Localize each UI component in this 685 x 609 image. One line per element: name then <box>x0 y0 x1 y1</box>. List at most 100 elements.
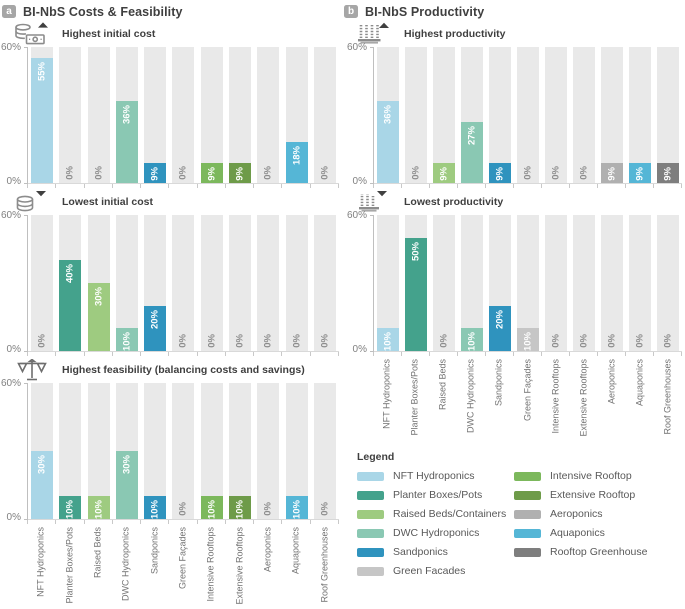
x-tickmark <box>169 352 198 356</box>
coins-up-icon <box>13 22 51 46</box>
bar: 10% <box>144 496 167 520</box>
x-label-slot: Green Façades <box>169 524 197 609</box>
bar-value-label: 10% <box>290 500 302 520</box>
legend-label: Aquaponics <box>550 527 605 539</box>
legend-label: Raised Beds/Containers <box>393 508 507 520</box>
bar-track <box>59 383 82 519</box>
bar-value-label: 10% <box>64 500 76 520</box>
bar-value-label: 20% <box>149 309 161 329</box>
x-tickmark <box>85 520 113 524</box>
x-tickmark <box>373 352 402 356</box>
y-tickmark <box>24 519 28 520</box>
bar-track <box>545 47 567 183</box>
x-axis-tickmarks <box>373 352 682 356</box>
legend-swatch-icon <box>357 528 384 538</box>
bar-value-label: 0% <box>606 334 618 348</box>
x-tickmark <box>141 520 170 524</box>
x-axis-tickmarks <box>27 352 339 356</box>
x-tickmark <box>56 184 85 188</box>
x-tickmark <box>85 184 113 188</box>
legend-swatch-icon <box>357 509 384 519</box>
x-axis-label: NFT Hydroponics <box>381 359 392 429</box>
bar-value-label: 0% <box>262 334 274 348</box>
x-axis-label: Roof Greenhouses <box>319 527 330 603</box>
chart-lowest-productivity: Lowest productivity 60% 0% 10% 50% 0% 10% 20% 10… <box>342 189 685 441</box>
x-tickmark <box>486 184 514 188</box>
bar-track <box>87 383 110 519</box>
bar-slot-roof-greenhouses: 0% <box>311 47 339 183</box>
bar-slot-dwc-hydroponics: 30% <box>113 383 141 519</box>
x-tickmark <box>198 520 226 524</box>
x-axis-label: Green Façades <box>522 359 533 422</box>
bar-slot-green-fa-ades: 0% <box>169 215 197 351</box>
bar-value-label: 30% <box>121 455 133 475</box>
y-tick-min: 0% <box>6 344 21 355</box>
x-tickmark <box>226 520 255 524</box>
bar-slot-extensive-rooftops: 0% <box>226 215 254 351</box>
bar-slot-planter-boxes-pots: 0% <box>56 47 84 183</box>
bar-value-label: 30% <box>36 455 48 475</box>
chart-subtitle: Lowest initial cost <box>62 196 154 208</box>
bar-track <box>489 47 511 183</box>
x-tickmark <box>226 352 255 356</box>
bar-slot-roof-greenhouses: 0% <box>311 215 339 351</box>
x-label-slot: Planter Boxes/Pots <box>401 356 429 441</box>
bar-slot-nft-hydroponics: 30% <box>28 383 56 519</box>
x-axis-labels: NFT Hydroponics Planter Boxes/Pots Raised … <box>27 524 339 609</box>
bar-track <box>87 47 110 183</box>
bar-value-label: 0% <box>410 166 422 180</box>
bar: 10% <box>377 328 399 351</box>
legend-label: DWC Hydroponics <box>393 527 480 539</box>
bar-value-label: 0% <box>319 502 331 516</box>
x-label-slot: NFT Hydroponics <box>373 356 401 441</box>
x-axis-label: Extensive Rooftops <box>578 359 589 437</box>
y-tickmark <box>370 215 374 216</box>
y-tickmark <box>370 351 374 352</box>
bar-value-label: 30% <box>92 287 104 307</box>
x-tickmark <box>570 352 598 356</box>
bar-value-label: 0% <box>92 166 104 180</box>
x-tickmark <box>56 352 85 356</box>
legend-label: Aeroponics <box>550 508 603 520</box>
bar-track <box>405 47 427 183</box>
bar-value-label: 40% <box>64 264 76 284</box>
legend-title: Legend <box>357 451 395 463</box>
bar: 30% <box>115 451 138 519</box>
bar-value-label: 9% <box>234 166 246 181</box>
bar-value-label: 10% <box>149 500 161 520</box>
wheat-down-icon <box>355 190 393 214</box>
legend-item-intensive-rooftop: Intensive Rooftop <box>514 470 647 482</box>
x-tickmark <box>570 184 598 188</box>
x-label-slot: NFT Hydroponics <box>27 524 55 609</box>
legend-label: Intensive Rooftop <box>550 470 632 482</box>
plot-area: 60% 0% 36% 0% 9% 27% 9% 0% 0% 0% 9% 9% 9% <box>347 43 682 187</box>
x-tickmark <box>141 184 170 188</box>
legend-swatch-icon <box>357 566 384 576</box>
bar-value-label: 0% <box>262 502 274 516</box>
bar-value-label: 0% <box>262 166 274 180</box>
bar-slot-intensive-rooftops: 10% <box>198 383 226 519</box>
x-tickmark <box>85 352 113 356</box>
x-label-slot: Roof Greenhouses <box>654 356 682 441</box>
bar: 55% <box>31 58 54 183</box>
legend-column: NFT Hydroponics Planter Boxes/Pots Raised … <box>357 470 514 577</box>
x-tickmark <box>626 184 654 188</box>
bar-value-label: 10% <box>382 332 394 352</box>
y-tick-max: 60% <box>0 378 21 389</box>
legend-columns: NFT Hydroponics Planter Boxes/Pots Raised … <box>357 470 685 577</box>
bar-slot-planter-boxes-pots: 40% <box>56 215 84 351</box>
bar-value-label: 10% <box>522 332 534 352</box>
x-tickmark <box>430 352 458 356</box>
x-tickmark <box>311 352 339 356</box>
bar: 9% <box>200 162 223 183</box>
legend-swatch-icon <box>514 509 541 519</box>
bar-slot-aeroponics: 0% <box>254 47 282 183</box>
x-tickmark <box>113 184 142 188</box>
x-tickmark <box>542 184 570 188</box>
bar-track <box>285 383 308 519</box>
x-tickmark <box>373 184 402 188</box>
bar-slot-planter-boxes-pots: 50% <box>402 215 430 351</box>
x-tickmark <box>282 520 311 524</box>
bar-slot-green-fa-ades: 0% <box>169 383 197 519</box>
y-tickmark <box>370 47 374 48</box>
